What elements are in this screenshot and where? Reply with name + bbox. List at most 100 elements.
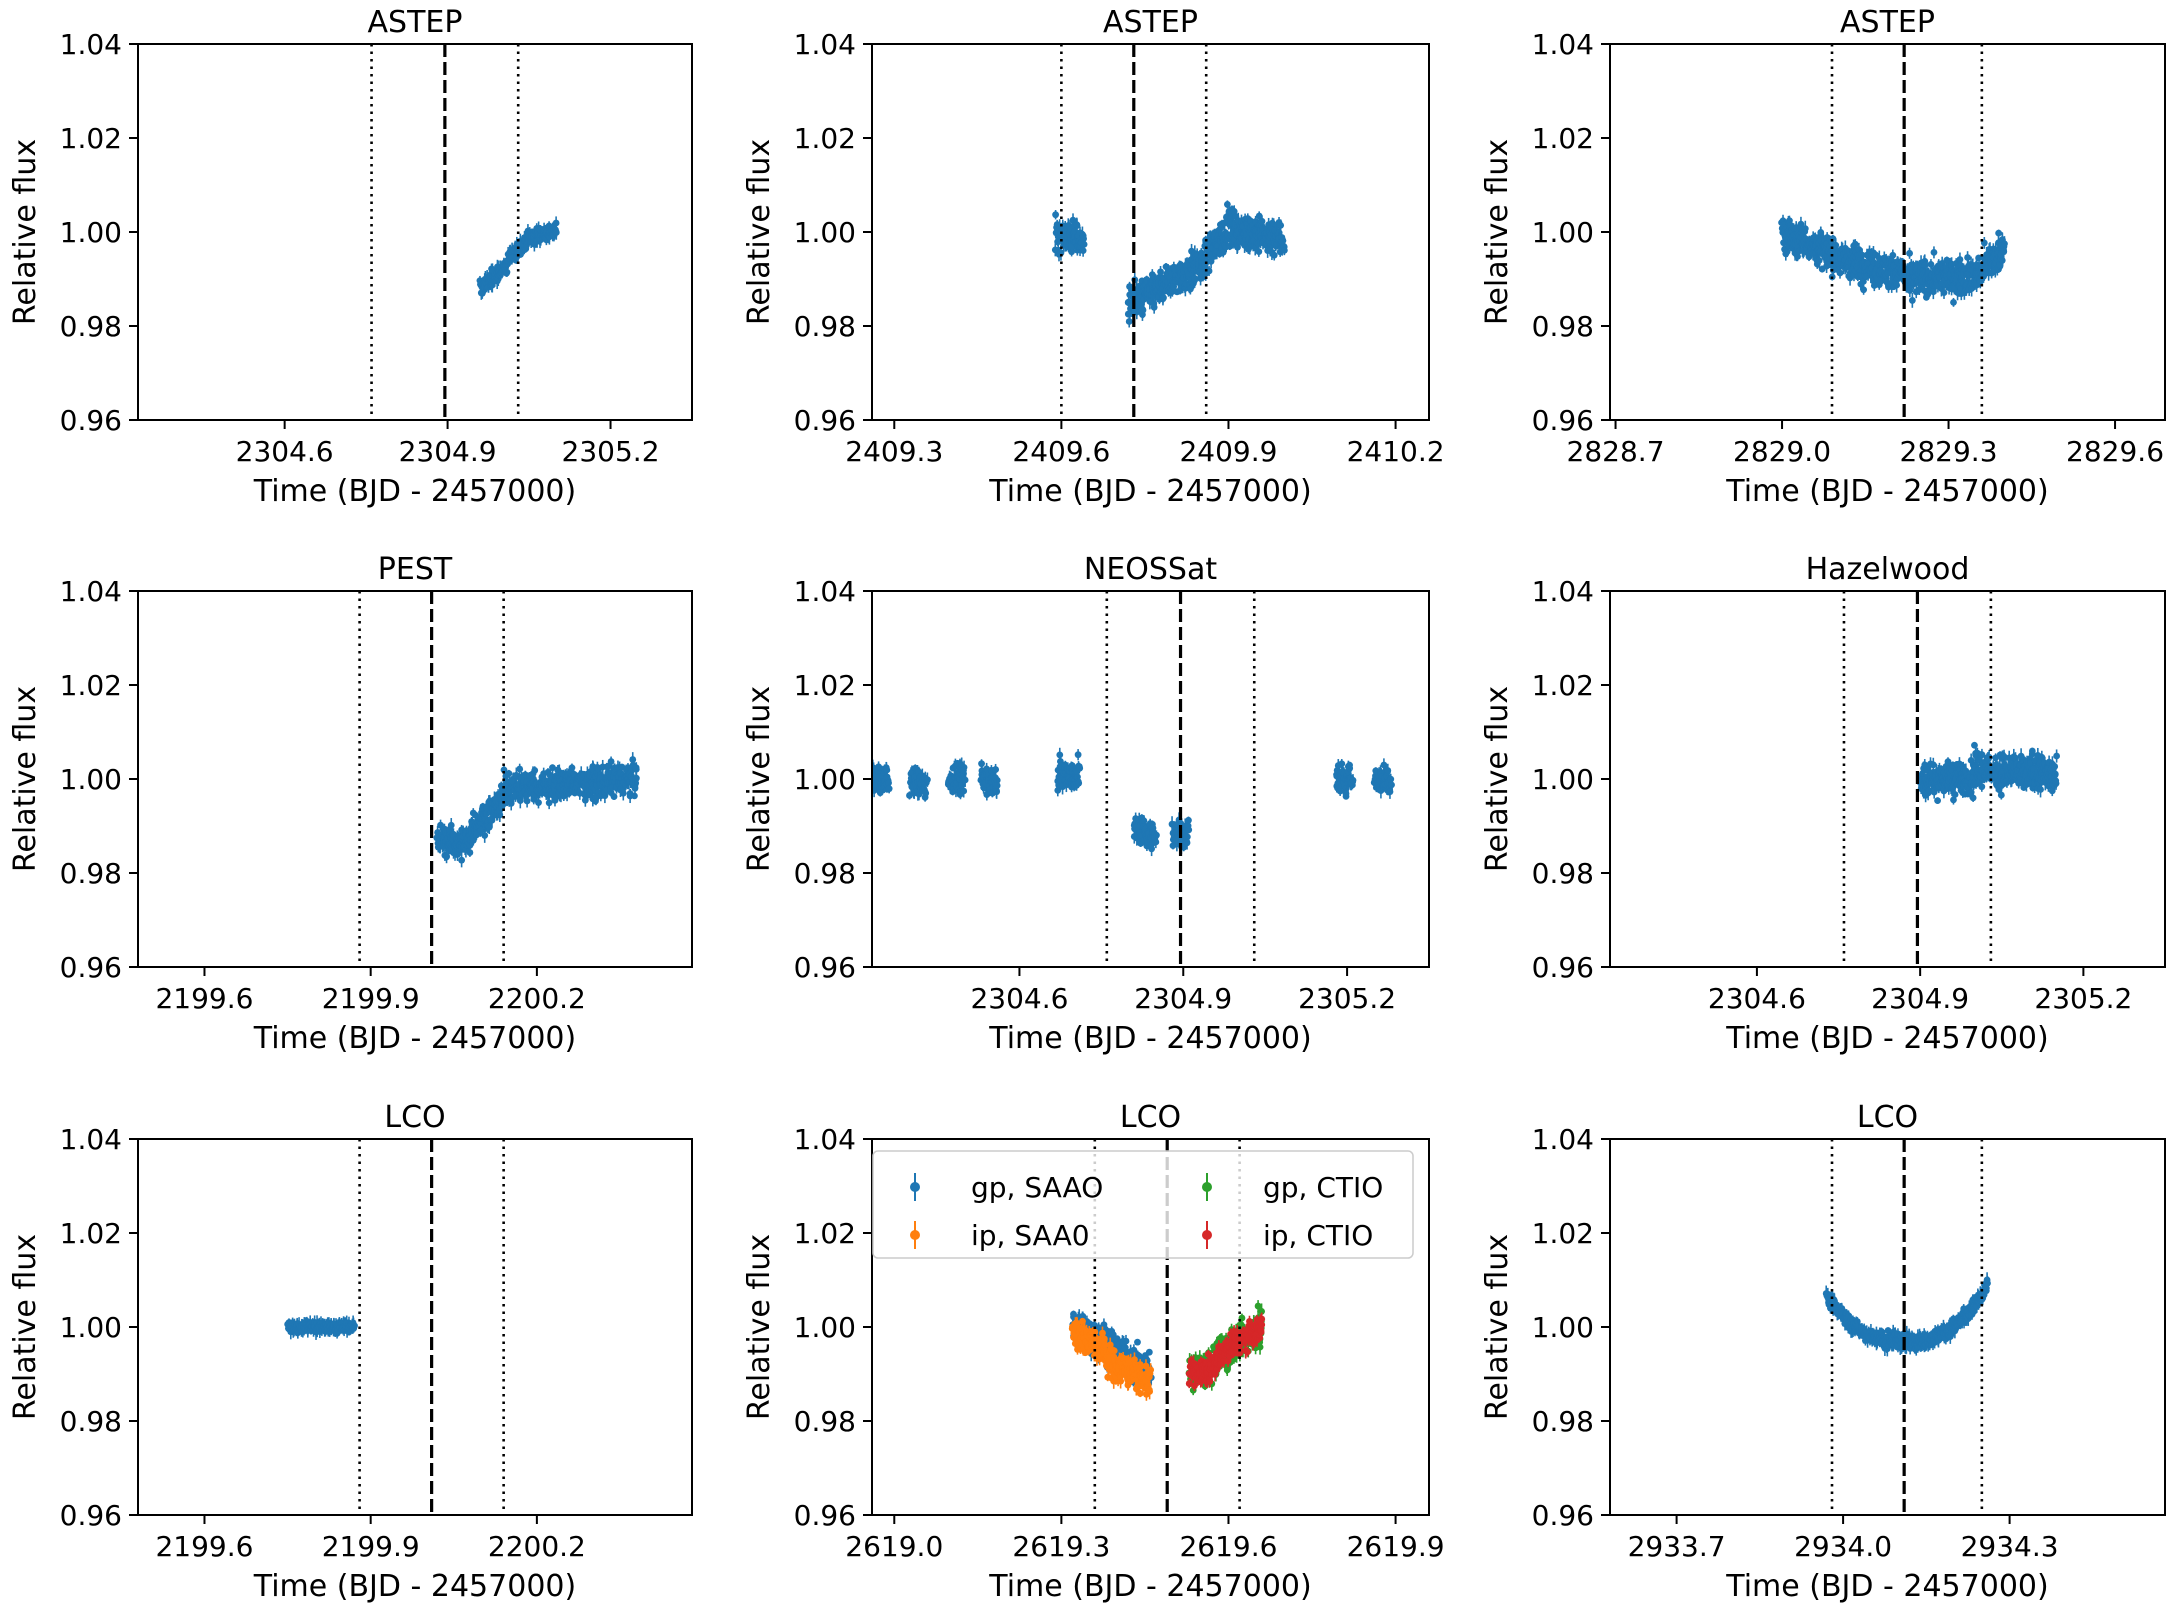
data-point: [1160, 294, 1167, 302]
data-point: [1921, 261, 1929, 269]
data-point: [1079, 247, 1087, 255]
data-point: [922, 789, 930, 797]
data-point: [545, 799, 553, 807]
data-point: [1815, 257, 1823, 264]
x-tick-label: 2200.2: [488, 982, 586, 1015]
data-point: [1279, 237, 1287, 244]
panel-2: ASTEP 0.96 0.98 1.00 1.02 1.04 2409.3 2409.6 240…: [742, 5, 1445, 509]
data-point: [961, 776, 969, 784]
y-tick-label: 1.02: [60, 122, 122, 155]
data-point: [993, 782, 1001, 789]
x-tick-label: 2304.9: [399, 435, 497, 468]
data-point: [1906, 249, 1913, 257]
series-pest: [433, 752, 640, 868]
y-tick-label: 0.96: [60, 951, 122, 984]
data-point: [447, 821, 455, 829]
y-tick-label: 1.02: [1532, 122, 1594, 155]
data-point: [1080, 240, 1088, 248]
y-axis-label: Relative flux: [8, 139, 43, 325]
y-tick-label: 1.04: [60, 575, 122, 608]
data-point: [1801, 225, 1809, 233]
data-point: [1056, 751, 1064, 759]
data-point: [632, 774, 640, 782]
data-point: [481, 832, 489, 839]
y-tick-label: 1.00: [794, 216, 856, 249]
axes-frame: [871, 43, 1430, 421]
data-point: [1255, 248, 1263, 256]
y-tick-label: 0.96: [60, 404, 122, 437]
y-axis-label: Relative flux: [8, 686, 43, 872]
data-point: [1052, 211, 1060, 219]
data-point: [1270, 251, 1278, 259]
panel-title: ASTEP: [1840, 5, 1935, 40]
x-axis-label: Time (BJD - 2457000): [1725, 474, 2048, 509]
data-point: [1794, 253, 1801, 260]
y-tick-label: 1.00: [1532, 216, 1594, 249]
panel-4: PEST 0.96 0.98 1.00 1.02 1.04 2199.6 2199.9 2200…: [8, 552, 693, 1056]
data-point: [1950, 298, 1957, 306]
data-point: [1797, 220, 1805, 228]
data-point: [619, 789, 627, 797]
data-point: [883, 766, 891, 774]
data-points: [1051, 200, 1288, 328]
panel-title: ASTEP: [368, 5, 463, 40]
series-astep: [1778, 214, 2008, 308]
data-point: [876, 789, 884, 797]
x-tick-label: 2305.2: [562, 435, 660, 468]
data-point: [531, 767, 539, 774]
data-point: [2000, 248, 2008, 256]
data-point: [568, 764, 576, 772]
data-point: [505, 770, 513, 777]
data-point: [552, 219, 560, 227]
data-point: [503, 268, 511, 276]
y-tick-label: 0.98: [60, 857, 122, 890]
data-point: [1995, 229, 2003, 237]
data-points: [1778, 214, 2008, 308]
data-point: [1956, 256, 1964, 263]
x-tick-label: 2829.3: [1900, 435, 1998, 468]
panel-title: NEOSSat: [1084, 552, 1217, 587]
data-point: [960, 766, 967, 774]
data-point: [629, 756, 637, 763]
data-point: [1133, 308, 1141, 316]
data-point: [1964, 254, 1971, 261]
data-point: [610, 793, 618, 800]
panel-3: ASTEP 0.96 0.98 1.00 1.02 1.04 2828.7 2829.0 282…: [1480, 5, 2166, 509]
data-point: [960, 787, 968, 795]
series-astep: [1051, 200, 1288, 328]
x-tick-label: 2409.3: [845, 435, 943, 468]
x-axis-label: Time (BJD - 2457000): [253, 474, 576, 509]
data-point: [1930, 248, 1938, 256]
data-point: [1860, 286, 1868, 294]
data-point: [552, 229, 560, 236]
data-point: [1139, 306, 1147, 314]
data-point: [1191, 275, 1199, 282]
y-tick-label: 1.02: [794, 122, 856, 155]
x-tick-label: 2199.9: [322, 982, 420, 1015]
y-tick-label: 1.04: [60, 28, 122, 61]
y-axis-label: Relative flux: [742, 139, 777, 325]
data-point: [2001, 240, 2008, 248]
data-point: [1186, 285, 1194, 293]
y-tick-label: 0.98: [1532, 310, 1594, 343]
y-tick-label: 0.96: [794, 404, 856, 437]
data-points: [476, 216, 560, 300]
data-point: [1998, 257, 2006, 264]
y-tick-label: 0.96: [1532, 404, 1594, 437]
series-neossat: [872, 747, 1395, 857]
data-point: [1940, 289, 1948, 297]
data-point: [1893, 281, 1901, 289]
data-point: [516, 797, 524, 805]
data-point: [1150, 303, 1158, 311]
data-point: [516, 765, 524, 773]
data-point: [1858, 251, 1866, 259]
data-point: [632, 764, 640, 772]
y-tick-label: 1.00: [60, 763, 122, 796]
data-point: [1080, 235, 1087, 243]
data-point: [923, 776, 931, 784]
data-point: [576, 789, 584, 797]
x-axis-label: Time (BJD - 2457000): [988, 474, 1311, 509]
data-point: [1054, 786, 1062, 794]
data-point: [1073, 221, 1081, 229]
